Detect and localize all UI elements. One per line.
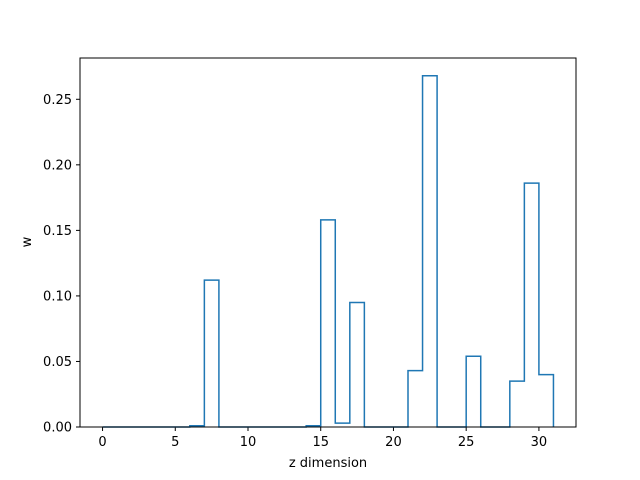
x-tick-label: 5	[171, 435, 179, 450]
y-tick-label: 0.15	[43, 224, 72, 239]
y-tick-label: 0.10	[43, 289, 72, 304]
x-tick-label: 0	[98, 435, 106, 450]
plot-area	[80, 58, 576, 427]
y-tick-label: 0.25	[43, 93, 72, 108]
y-tick-label: 0.00	[43, 421, 72, 436]
axis-ticks: 0 5 10 15 20 25 30 0.00 0.05 0.10 0.15 0.20 0.25	[43, 93, 547, 450]
x-tick-label: 30	[531, 435, 548, 450]
x-tick-label: 20	[385, 435, 402, 450]
x-tick-label: 10	[240, 435, 257, 450]
y-axis-label: w	[20, 236, 35, 247]
plot-frame	[79, 57, 577, 428]
x-tick-label: 15	[312, 435, 329, 450]
y-tick-label: 0.20	[43, 158, 72, 173]
y-tick-label: 0.05	[43, 355, 72, 370]
x-tick-label: 25	[458, 435, 475, 450]
x-axis-label: z dimension	[289, 456, 367, 471]
